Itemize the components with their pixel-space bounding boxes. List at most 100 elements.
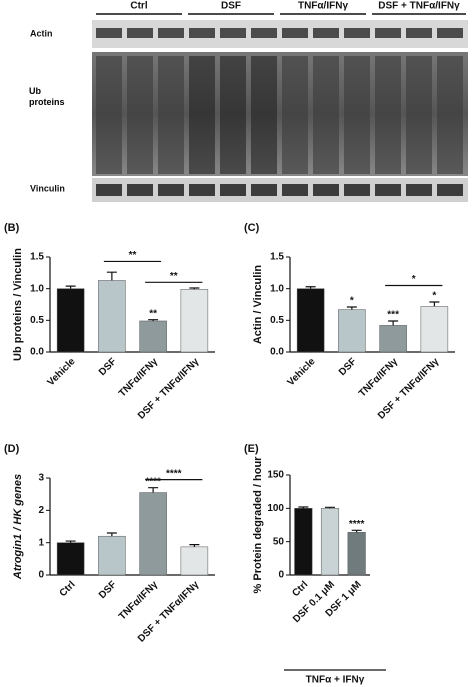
y-tick-label: 2 [38, 505, 44, 516]
lane [437, 56, 463, 174]
y-tick-label: 0 [278, 570, 284, 581]
bar [180, 546, 209, 576]
error-bar [106, 271, 117, 281]
band [158, 184, 184, 196]
bar [56, 542, 85, 576]
x-tick-label: DSF [337, 356, 359, 378]
y-axis-title: Actin / Vinculin [252, 265, 264, 345]
row-label-box: Ub proteins [29, 86, 65, 107]
lane [282, 56, 308, 174]
x-tick-label: TNFα/IFNγ [117, 356, 160, 399]
band [344, 184, 370, 196]
bar [294, 508, 313, 576]
panel-label: (E) [244, 443, 259, 455]
band [406, 184, 432, 196]
error-bar [351, 529, 362, 533]
y-tick-label: 1 [38, 537, 44, 548]
band [437, 28, 463, 38]
x-tick-label: TNFα/IFNγ [117, 579, 160, 622]
y-tick-label: 0.0 [270, 347, 284, 358]
error-bar [388, 320, 399, 326]
bar [98, 535, 126, 576]
x-tick-label: Vehicle [285, 356, 317, 388]
band [251, 28, 277, 38]
band [127, 184, 153, 196]
y-tick-label: 3 [38, 473, 44, 484]
band [220, 184, 246, 196]
y-tick-label: 0.0 [30, 347, 44, 358]
bar [379, 325, 407, 353]
blot-ub [92, 52, 468, 176]
error-bar [148, 319, 159, 321]
western-blot: Ctrl DSF TNFα/IFNγ DSF + TNFα/IFNγ Actin… [29, 1, 468, 202]
x-tick-label: Ctrl [58, 579, 78, 599]
panel-label: (B) [4, 222, 20, 234]
band [96, 28, 122, 38]
bar [139, 320, 167, 353]
band [313, 184, 339, 196]
band [313, 28, 339, 38]
comparison-label: **** [166, 468, 182, 479]
band [96, 184, 122, 196]
x-tick-label: DSF [97, 356, 119, 378]
y-tick-label: 100 [267, 503, 284, 514]
lane [96, 56, 122, 174]
row-label: Vinculin [30, 183, 65, 193]
error-bar [148, 487, 159, 493]
panel-label: (C) [244, 222, 260, 234]
band [437, 184, 463, 196]
error-bar [189, 544, 200, 547]
lane [406, 56, 432, 174]
group-label: DSF [221, 1, 241, 12]
group-label: DSF + TNFα/IFNγ [378, 1, 460, 12]
bar [139, 492, 167, 576]
comparison-label: ** [170, 271, 178, 282]
error-bar [65, 285, 76, 289]
band [127, 28, 153, 38]
blot-vinculin [92, 178, 468, 202]
lane [158, 56, 184, 174]
error-bar [298, 506, 309, 509]
y-tick-label: 1.0 [30, 283, 44, 294]
lane [251, 56, 277, 174]
bar [338, 309, 366, 353]
panel-label: (D) [4, 443, 20, 455]
y-tick-label: 0 [38, 570, 44, 581]
bar [56, 288, 85, 353]
group-label: TNFα + IFNγ [306, 675, 365, 686]
band [406, 28, 432, 38]
band [282, 28, 308, 38]
significance: **** [145, 476, 161, 487]
y-axis-title: Atrogin1 / HK genes [12, 474, 24, 580]
lane [127, 56, 153, 174]
band [220, 28, 246, 38]
error-bar [65, 540, 76, 543]
x-tick-label: Ctrl [290, 579, 310, 599]
error-bar [346, 306, 357, 310]
band [189, 184, 215, 196]
x-tick-label: TNFα/IFNγ [357, 356, 400, 399]
band [189, 28, 215, 38]
lane [220, 56, 246, 174]
bar [420, 306, 449, 353]
row-label: Ub proteins [29, 86, 65, 107]
bar [347, 532, 366, 576]
comparison-label: ** [129, 250, 137, 261]
y-tick-label: 0.5 [30, 315, 44, 326]
significance: ** [149, 308, 157, 319]
y-axis-title: % Protein degraded / hour [252, 456, 264, 594]
error-bar [189, 287, 200, 290]
lane [375, 56, 401, 174]
y-tick-label: 1.0 [270, 283, 284, 294]
y-tick-label: 1.5 [270, 252, 284, 263]
x-tick-label: DSF [97, 579, 119, 601]
bar [180, 289, 209, 353]
error-bar [305, 286, 316, 289]
lane [313, 56, 339, 174]
bar [320, 508, 340, 576]
comparison-label: * [412, 274, 416, 285]
significance: **** [349, 519, 365, 530]
row-label: Actin [30, 28, 53, 38]
significance: *** [387, 310, 399, 321]
